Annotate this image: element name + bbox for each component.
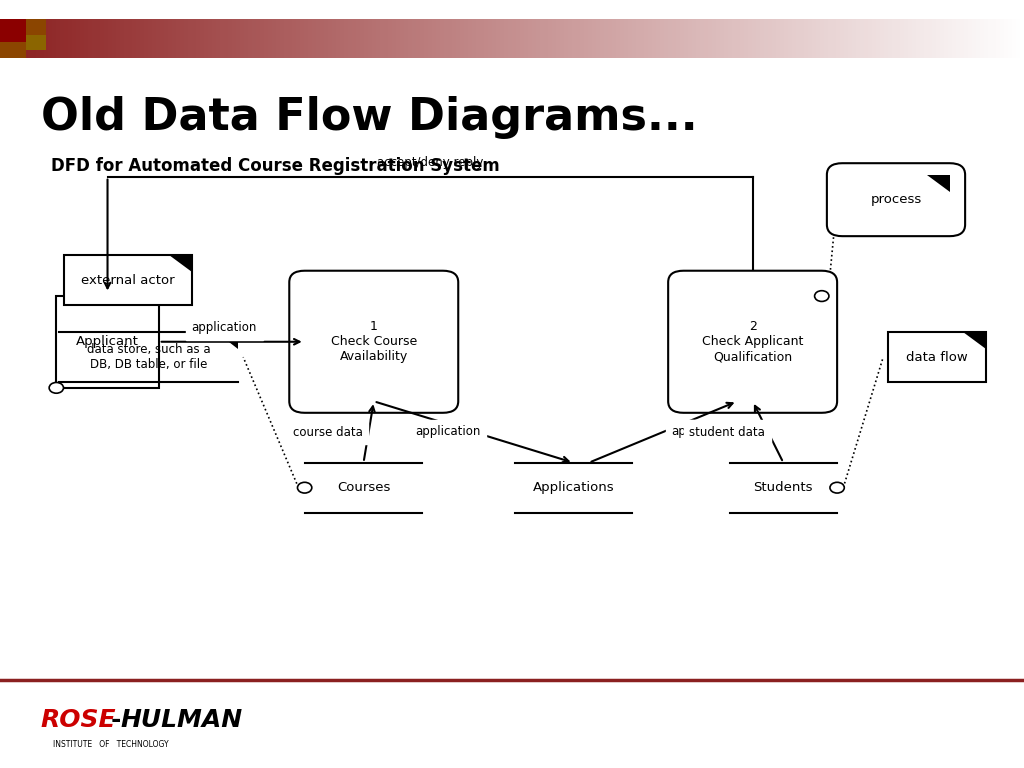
FancyBboxPatch shape: [827, 164, 965, 237]
Circle shape: [49, 382, 63, 393]
Circle shape: [815, 291, 829, 301]
Text: Students: Students: [754, 482, 813, 494]
Text: course data: course data: [293, 425, 362, 439]
FancyBboxPatch shape: [668, 271, 838, 413]
Text: INSTITUTE   OF   TECHNOLOGY: INSTITUTE OF TECHNOLOGY: [53, 740, 169, 750]
Polygon shape: [963, 332, 985, 349]
Polygon shape: [215, 332, 238, 349]
Bar: [0, 42, 26, 58]
Circle shape: [297, 482, 311, 493]
Circle shape: [829, 482, 844, 493]
Polygon shape: [928, 175, 950, 192]
Bar: [63, 255, 193, 305]
Text: Old Data Flow Diagrams...: Old Data Flow Diagrams...: [41, 96, 697, 139]
Text: 1
Check Course
Availability: 1 Check Course Availability: [331, 320, 417, 363]
Text: student data: student data: [689, 425, 765, 439]
Text: Applicant: Applicant: [76, 336, 139, 348]
Text: external actor: external actor: [81, 274, 175, 286]
Text: Applications: Applications: [532, 482, 614, 494]
Bar: [889, 332, 985, 382]
Text: application: application: [672, 425, 736, 439]
Bar: [56, 296, 159, 388]
Text: data store, such as a
DB, DB table, or file: data store, such as a DB, DB table, or f…: [87, 343, 210, 371]
Text: Courses: Courses: [337, 482, 390, 494]
Text: 2
Check Applicant
Qualification: 2 Check Applicant Qualification: [702, 320, 803, 363]
Text: ROSE: ROSE: [41, 708, 117, 733]
Text: DFD for Automated Course Registration System: DFD for Automated Course Registration Sy…: [51, 157, 500, 175]
Text: -: -: [111, 708, 121, 733]
Polygon shape: [170, 255, 193, 273]
Text: accept/deny reply: accept/deny reply: [377, 156, 483, 169]
Text: HULMAN: HULMAN: [121, 708, 243, 733]
Bar: [26, 35, 46, 50]
FancyBboxPatch shape: [289, 271, 459, 413]
Bar: [26, 19, 46, 35]
Bar: [0, 19, 26, 42]
Text: process: process: [870, 194, 922, 206]
Text: application: application: [416, 425, 480, 439]
Text: application: application: [191, 322, 257, 334]
Text: data flow: data flow: [906, 351, 968, 363]
